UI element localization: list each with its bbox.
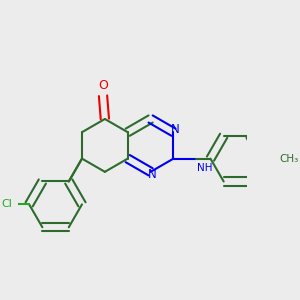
Text: O: O [98,79,108,92]
Text: N: N [171,123,180,136]
Text: Cl: Cl [2,200,12,209]
Text: CH₃: CH₃ [279,154,298,164]
Text: N: N [148,168,157,181]
Text: NH: NH [197,163,213,173]
